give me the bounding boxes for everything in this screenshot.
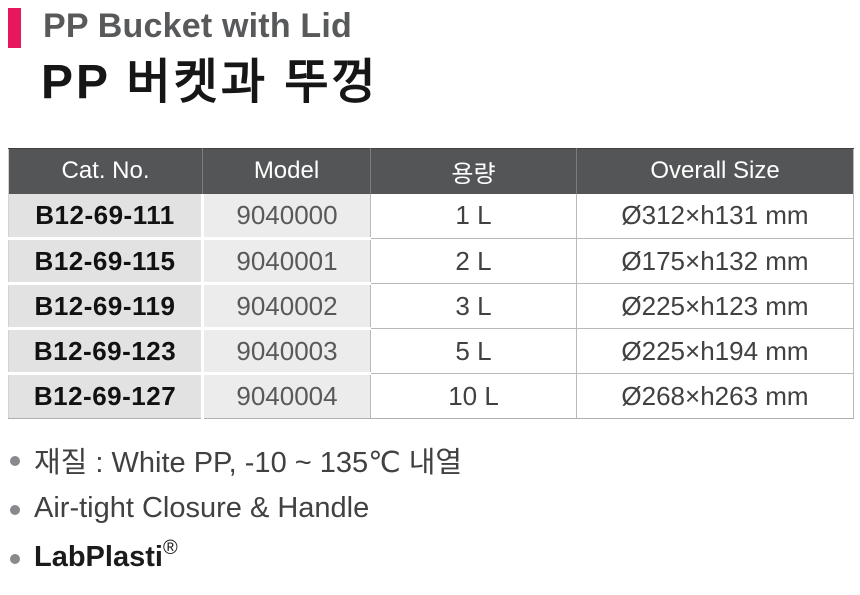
note-item: 재질 : White PP, -10 ~ 135℃ 내열 (8, 435, 860, 484)
spec-table-body: B12-69-111 9040000 1 L Ø312×h131 mm B12-… (8, 193, 854, 420)
page-title-english: PP Bucket with Lid (43, 7, 353, 45)
column-header-overall-size: Overall Size (576, 148, 854, 194)
cat-no-cell: B12-69-115 (8, 238, 203, 286)
bullet-icon (10, 455, 20, 466)
model-cell: 9040002 (201, 283, 371, 331)
overall-size-cell: Ø175×h132 mm (576, 238, 854, 285)
column-header-cat-no: Cat. No. (8, 148, 203, 194)
spec-table-header: Cat. No. Model 용량 Overall Size (8, 148, 854, 194)
note-text: Air-tight Closure & Handle (34, 492, 370, 525)
model-cell: 9040001 (201, 238, 371, 286)
note-item: LabPlasti ® (8, 533, 860, 582)
column-header-capacity: 용량 (370, 148, 577, 194)
accent-bar (8, 8, 21, 48)
cat-no-cell: B12-69-127 (8, 373, 203, 420)
spec-table: Cat. No. Model 용량 Overall Size B12-69-11… (8, 148, 854, 420)
note-text: 재질 : White PP, -10 ~ 135℃ 내열 (34, 446, 463, 479)
registered-trademark-icon: ® (162, 536, 178, 559)
model-cell: 9040000 (201, 193, 371, 241)
overall-size-cell: Ø225×h194 mm (576, 328, 854, 375)
table-row: B12-69-127 9040004 10 L Ø268×h263 mm (8, 373, 854, 420)
overall-size-cell: Ø225×h123 mm (576, 283, 854, 330)
capacity-cell: 10 L (370, 373, 577, 420)
capacity-cell: 5 L (370, 328, 577, 375)
table-row: B12-69-119 9040002 3 L Ø225×h123 mm (8, 283, 854, 331)
overall-size-cell: Ø268×h263 mm (576, 373, 854, 420)
table-row: B12-69-111 9040000 1 L Ø312×h131 mm (8, 193, 854, 241)
note-text: LabPlasti (34, 541, 163, 574)
page-title-korean: PP 버켓과 뚜껑 (41, 56, 379, 110)
title-block: PP Bucket with Lid PP 버켓과 뚜껑 (0, 0, 860, 112)
bullet-icon (10, 504, 20, 515)
cat-no-cell: B12-69-119 (8, 283, 203, 331)
capacity-cell: 3 L (370, 283, 577, 330)
note-item: Air-tight Closure & Handle (8, 484, 860, 533)
table-row: B12-69-123 9040003 5 L Ø225×h194 mm (8, 328, 854, 376)
model-cell: 9040003 (201, 328, 371, 376)
notes-list: 재질 : White PP, -10 ~ 135℃ 내열 Air-tight C… (8, 435, 860, 582)
model-cell: 9040004 (201, 373, 371, 420)
bullet-icon (10, 553, 20, 564)
overall-size-cell: Ø312×h131 mm (576, 193, 854, 240)
cat-no-cell: B12-69-111 (8, 193, 203, 241)
cat-no-cell: B12-69-123 (8, 328, 203, 376)
column-header-model: Model (202, 148, 371, 194)
table-row: B12-69-115 9040001 2 L Ø175×h132 mm (8, 238, 854, 286)
capacity-cell: 2 L (370, 238, 577, 285)
capacity-cell: 1 L (370, 193, 577, 240)
